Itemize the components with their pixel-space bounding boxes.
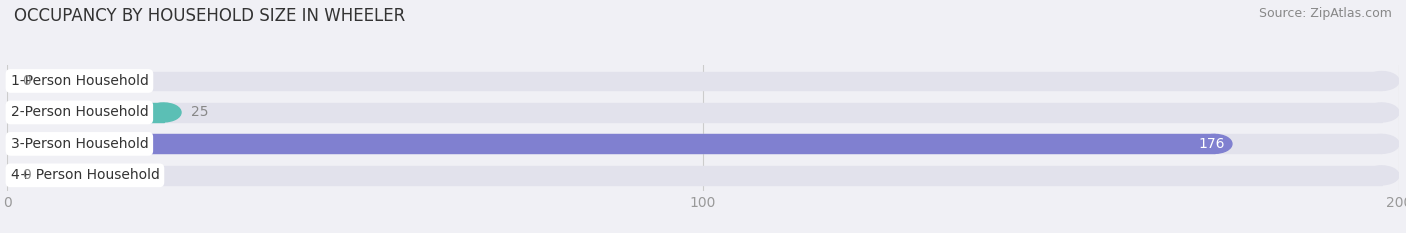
Ellipse shape <box>7 72 41 90</box>
Ellipse shape <box>7 166 41 185</box>
Text: 1-Person Household: 1-Person Household <box>10 74 149 88</box>
Ellipse shape <box>7 72 41 90</box>
Text: 176: 176 <box>1198 137 1225 151</box>
Ellipse shape <box>7 166 41 185</box>
Text: 25: 25 <box>191 105 209 120</box>
Bar <box>24 134 1382 153</box>
Ellipse shape <box>146 103 181 122</box>
Ellipse shape <box>7 103 41 122</box>
Ellipse shape <box>7 72 41 90</box>
Bar <box>24 72 1382 90</box>
Text: 0: 0 <box>21 74 31 88</box>
Text: 4+ Person Household: 4+ Person Household <box>10 168 159 182</box>
Ellipse shape <box>7 103 41 122</box>
Text: OCCUPANCY BY HOUSEHOLD SIZE IN WHEELER: OCCUPANCY BY HOUSEHOLD SIZE IN WHEELER <box>14 7 405 25</box>
Text: 2-Person Household: 2-Person Household <box>10 105 148 120</box>
Ellipse shape <box>7 134 41 153</box>
Text: 3-Person Household: 3-Person Household <box>10 137 148 151</box>
Text: Source: ZipAtlas.com: Source: ZipAtlas.com <box>1258 7 1392 20</box>
Ellipse shape <box>1365 166 1399 185</box>
Bar <box>24 103 1382 122</box>
Text: 0: 0 <box>21 168 31 182</box>
Ellipse shape <box>1365 72 1399 90</box>
Ellipse shape <box>1365 134 1399 153</box>
Ellipse shape <box>1365 103 1399 122</box>
Ellipse shape <box>7 134 41 153</box>
Ellipse shape <box>1198 134 1232 153</box>
Bar <box>24 103 165 122</box>
Bar <box>24 166 1382 185</box>
Ellipse shape <box>7 166 41 185</box>
Bar <box>24 134 1215 153</box>
